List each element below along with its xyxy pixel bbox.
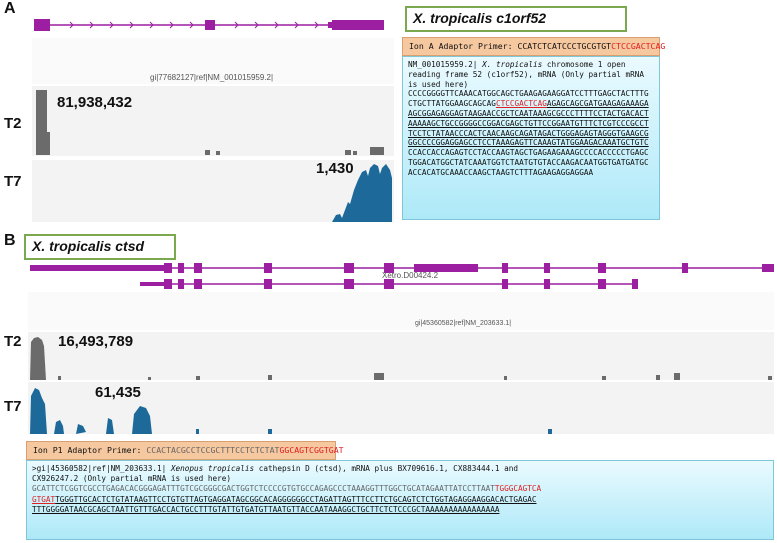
seq-a-line8: TGGACATGGCTATCAAATGGTCTAATGTGTACCAAGACAA… — [408, 157, 649, 167]
seq-b-line1a: GCATTCTCGGTCGCCTGAGACACGGGAGATTTGTCGCGGG… — [32, 484, 495, 494]
panel-a-t7-coverage — [332, 164, 392, 222]
seq-a-line6: GGCCCCGGAGGAGCCTCCTAAAGAGTTCAAAGTATGGAAG… — [408, 138, 649, 148]
panel-b-t7-track — [28, 382, 774, 434]
seq-a-hdr3: is used here) — [408, 79, 469, 89]
panel-a-letter: A — [4, 0, 16, 17]
panel-b-gene-model — [30, 263, 774, 289]
seq-a-line2-primer: CTCCGACTCAG — [495, 99, 547, 109]
seq-a-line2a: CTGCTTATGGAAGCAGCAG — [408, 99, 496, 109]
panel-a-title: X. tropicalis c1orf52 — [405, 6, 627, 32]
seq-b-hdr1-species: Xenopus tropicalis — [170, 464, 255, 473]
panel-a-primer-red: CTCCGACTCAG — [611, 41, 666, 51]
seq-a-hdr1-rest: chromosome 1 open — [542, 60, 626, 69]
panel-b-ref-track — [28, 292, 774, 330]
panel-a-title-species: X. tropicalis — [413, 10, 497, 26]
panel-b-title: X. tropicalis ctsd — [24, 234, 176, 260]
panel-a-t2-track — [32, 86, 394, 156]
panel-b-primer-prefix: Ion P1 Adaptor Primer: — [33, 445, 147, 455]
seq-a-line4: AAAAAGCTGCCGGGGCCGGACGAGCTGTTCCGGAATGTTT… — [408, 118, 649, 128]
panel-a-t2-label: T2 — [4, 115, 22, 132]
panel-b-t2-count: 16,493,789 — [58, 333, 134, 350]
seq-b-line1-primer: TGGGCAGTCA — [494, 484, 542, 494]
panel-a-ref-track — [32, 38, 394, 84]
coverage-bar — [353, 151, 357, 155]
seq-b-hdr1b: cathepsin D (ctsd), mRNA plus BX709616.1… — [254, 464, 518, 473]
panel-b-t7-count: 61,435 — [95, 384, 141, 401]
seq-a-line9: ACCACATGCAAACCAAGCTAAGTCTTTAGAAGAGGAGGAA — [408, 167, 594, 177]
seq-a-hdr1-species: X. tropicalis — [482, 60, 543, 69]
panel-a-t2-count: 81,938,432 — [57, 94, 133, 111]
seq-b-hdr1a: >gi|45360582|ref|NM_203633.1| — [32, 464, 171, 473]
coverage-bar — [36, 90, 47, 155]
panel-b-title-gene: ctsd — [115, 238, 145, 254]
seq-b-hdr2: CX926247.2 (Only partial mRNA is used he… — [32, 474, 232, 484]
seq-a-line2c: AGAGCAGCGATGAAGAGAAAGA — [546, 99, 649, 109]
panel-b-gi-label: gi|45360582|ref|NM_203633.1| — [415, 320, 512, 327]
panel-b-letter: B — [4, 232, 16, 249]
coverage-bar — [47, 132, 50, 155]
seq-a-line1: CCCCGGGGTTCAAACATGGCAGCTGAAGAGAAGGATCCTT… — [408, 89, 649, 99]
panel-b-t7-coverage — [30, 388, 552, 434]
coverage-bar — [345, 150, 351, 155]
panel-a-t7-label: T7 — [4, 173, 22, 190]
panel-a-sequence: NM_001015959.2| X. tropicalis chromosome… — [402, 56, 660, 220]
panel-b-primer-seq: CCACTACGCCTCCGCTTTCCTCTCTAT — [146, 445, 280, 455]
coverage-bar — [205, 150, 210, 155]
panel-a-t7-count: 1,430 — [316, 160, 354, 177]
seq-b-line3: TTTGGGGATAACGCAGCTAATTGTTTGACCACTGCCTTTG… — [32, 504, 500, 514]
panel-a-t7-track — [32, 160, 394, 222]
panel-b-t7-label: T7 — [4, 398, 22, 415]
coverage-bar — [216, 151, 220, 155]
panel-a-primer: Ion A Adaptor Primer: CCATCTCATCCCTGCGTG… — [402, 37, 665, 56]
coverage-bar — [370, 147, 384, 155]
panel-b-xetro-label: Xetro.D00424.2 — [382, 271, 439, 280]
seq-a-line5: TCCTCTATAACCCACTCAACAAGCAGATAGACTGGGAGAG… — [408, 128, 649, 138]
panel-a-title-gene: c1orf52 — [496, 10, 547, 26]
panel-b-primer: Ion P1 Adaptor Primer: CCACTACGCCTCCGCTT… — [26, 441, 344, 460]
panel-b-t2-label: T2 — [4, 333, 22, 350]
panel-a-primer-seq: CCATCTCATCCCTGCGTGT — [517, 41, 612, 51]
seq-a-line3: AGCGGAGAGGAGTAAGAACCGCTCAATAAAGCGCCCTTTT… — [408, 108, 649, 118]
seq-b-line2b: TGGGTTGCACTCTGTATAAGTTCCTGTGTTAGTGAGGATA… — [55, 494, 537, 504]
panel-a-gi-label: gi|77682127|ref|NM_001015959.2| — [150, 73, 274, 82]
seq-a-hdr1: NM_001015959.2| — [408, 60, 483, 69]
panel-b-t2-track — [28, 332, 774, 380]
seq-a-hdr2: reading frame 52 (c1orf52), mRNA (Only p… — [408, 69, 645, 79]
panel-a-gene-model — [34, 19, 384, 31]
panel-b-title-species: X. tropicalis — [32, 238, 116, 254]
seq-b-line2-primer: GTGAT — [32, 494, 56, 504]
panel-b-t2-coverage — [30, 337, 772, 380]
panel-b-sequence: >gi|45360582|ref|NM_203633.1| Xenopus tr… — [26, 460, 774, 540]
panel-a-primer-prefix: Ion A Adaptor Primer: — [409, 41, 518, 51]
panel-b-primer-red: GGCAGTCGGTGAT — [279, 445, 344, 455]
seq-a-line7: CCACCACCAGAGTCCTACCAAGTAGCTGAGAAGAAAGCCC… — [408, 148, 649, 158]
